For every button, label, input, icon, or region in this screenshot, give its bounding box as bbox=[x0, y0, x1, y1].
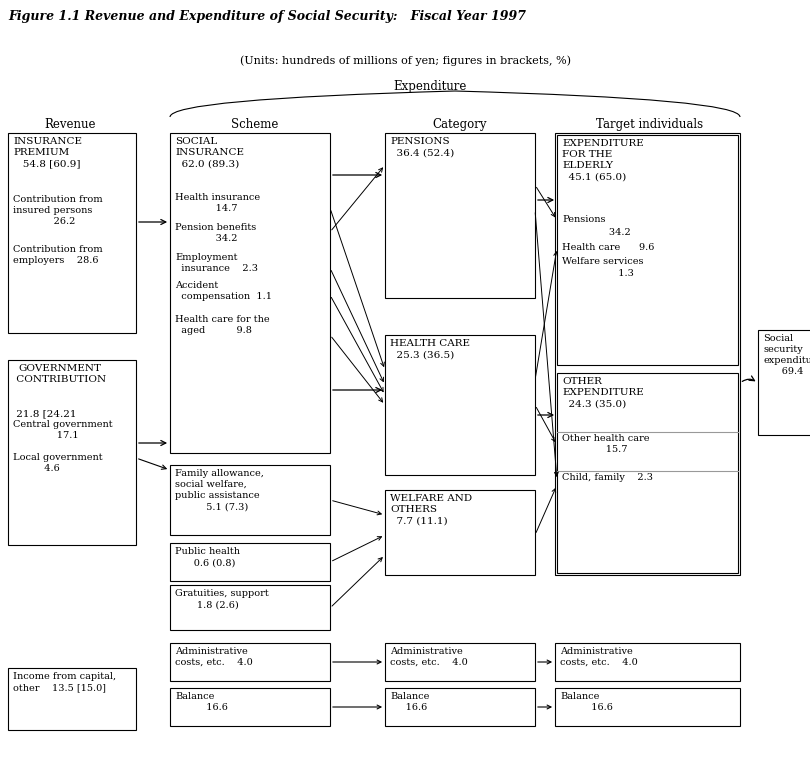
Text: 21.8 [24.21: 21.8 [24.21 bbox=[13, 398, 76, 418]
Bar bbox=[557, 135, 738, 365]
Text: OTHER
EXPENDITURE
  24.3 (35.0): OTHER EXPENDITURE 24.3 (35.0) bbox=[562, 377, 644, 408]
Text: Social
security
expenditure
      69.4: Social security expenditure 69.4 bbox=[763, 334, 810, 376]
Text: PENSIONS
  36.4 (52.4): PENSIONS 36.4 (52.4) bbox=[390, 137, 454, 157]
Bar bbox=[170, 585, 330, 630]
Bar bbox=[170, 688, 330, 726]
Bar bbox=[8, 133, 136, 333]
Bar bbox=[170, 133, 330, 453]
Text: GOVERNMENT
 CONTRIBUTION: GOVERNMENT CONTRIBUTION bbox=[13, 364, 106, 384]
Text: 1.3: 1.3 bbox=[562, 269, 634, 278]
Bar bbox=[385, 133, 535, 298]
Text: Health insurance
             14.7: Health insurance 14.7 bbox=[175, 193, 260, 213]
Text: Local government
          4.6: Local government 4.6 bbox=[13, 453, 103, 473]
Text: Employment
  insurance    2.3: Employment insurance 2.3 bbox=[175, 253, 258, 273]
Text: Balance
     16.6: Balance 16.6 bbox=[390, 692, 429, 712]
Text: Administrative
costs, etc.    4.0: Administrative costs, etc. 4.0 bbox=[560, 647, 637, 667]
Text: Target individuals: Target individuals bbox=[596, 118, 704, 131]
Bar bbox=[555, 133, 740, 575]
Text: Income from capital,
other    13.5 [15.0]: Income from capital, other 13.5 [15.0] bbox=[13, 672, 116, 692]
Text: Contribution from
employers    28.6: Contribution from employers 28.6 bbox=[13, 245, 103, 265]
Text: (Units: hundreds of millions of yen; figures in brackets, %): (Units: hundreds of millions of yen; fig… bbox=[240, 55, 570, 66]
Text: Public health
      0.6 (0.8): Public health 0.6 (0.8) bbox=[175, 547, 240, 567]
Text: Central government
              17.1: Central government 17.1 bbox=[13, 420, 113, 440]
Bar bbox=[8, 668, 136, 730]
Bar bbox=[170, 465, 330, 535]
Text: Gratuities, support
       1.8 (2.6): Gratuities, support 1.8 (2.6) bbox=[175, 589, 269, 609]
Bar bbox=[385, 490, 535, 575]
Bar bbox=[555, 688, 740, 726]
Text: Family allowance,
social welfare,
public assistance
          5.1 (7.3): Family allowance, social welfare, public… bbox=[175, 469, 264, 511]
Bar bbox=[385, 643, 535, 681]
Text: Category: Category bbox=[433, 118, 488, 131]
Text: Expenditure: Expenditure bbox=[394, 80, 467, 93]
Text: HEALTH CARE
  25.3 (36.5): HEALTH CARE 25.3 (36.5) bbox=[390, 339, 470, 359]
Text: Figure 1.1 Revenue and Expenditure of Social Security:   Fiscal Year 1997: Figure 1.1 Revenue and Expenditure of So… bbox=[8, 10, 526, 23]
Text: Other health care
              15.7: Other health care 15.7 bbox=[562, 434, 650, 454]
Text: Contribution from
insured persons
             26.2: Contribution from insured persons 26.2 bbox=[13, 195, 103, 226]
Text: Revenue: Revenue bbox=[45, 118, 96, 131]
Text: Scheme: Scheme bbox=[232, 118, 279, 131]
Bar bbox=[557, 373, 738, 573]
Text: INSURANCE
PREMIUM
   54.8 [60.9]: INSURANCE PREMIUM 54.8 [60.9] bbox=[13, 137, 82, 168]
Bar bbox=[170, 643, 330, 681]
Text: Pensions: Pensions bbox=[562, 215, 606, 224]
Bar bbox=[170, 543, 330, 581]
Text: Pension benefits
             34.2: Pension benefits 34.2 bbox=[175, 223, 256, 243]
Text: WELFARE AND
OTHERS
  7.7 (11.1): WELFARE AND OTHERS 7.7 (11.1) bbox=[390, 494, 472, 525]
Text: Accident
  compensation  1.1: Accident compensation 1.1 bbox=[175, 281, 272, 301]
Bar bbox=[555, 643, 740, 681]
Bar bbox=[758, 330, 810, 435]
Text: 34.2: 34.2 bbox=[562, 228, 631, 237]
Text: Health care for the
  aged          9.8: Health care for the aged 9.8 bbox=[175, 315, 270, 335]
Text: Balance
          16.6: Balance 16.6 bbox=[560, 692, 613, 712]
Text: Administrative
costs, etc.    4.0: Administrative costs, etc. 4.0 bbox=[390, 647, 467, 667]
Text: Administrative
costs, etc.    4.0: Administrative costs, etc. 4.0 bbox=[175, 647, 253, 667]
Text: SOCIAL
INSURANCE
  62.0 (89.3): SOCIAL INSURANCE 62.0 (89.3) bbox=[175, 137, 244, 168]
Text: Child, family    2.3: Child, family 2.3 bbox=[562, 473, 653, 482]
Text: Balance
          16.6: Balance 16.6 bbox=[175, 692, 228, 712]
Text: Health care      9.6: Health care 9.6 bbox=[562, 243, 654, 252]
Bar bbox=[385, 688, 535, 726]
Text: EXPENDITURE
FOR THE
ELDERLY
  45.1 (65.0): EXPENDITURE FOR THE ELDERLY 45.1 (65.0) bbox=[562, 139, 644, 181]
Bar bbox=[8, 360, 136, 545]
Text: Welfare services: Welfare services bbox=[562, 257, 643, 266]
Bar bbox=[385, 335, 535, 475]
